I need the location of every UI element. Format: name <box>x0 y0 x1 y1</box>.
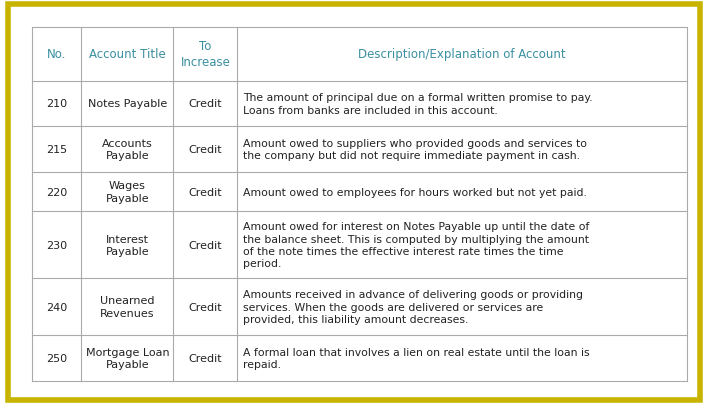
Bar <box>32 127 687 173</box>
Text: A formal loan that involves a lien on real estate until the loan is
repaid.: A formal loan that involves a lien on re… <box>243 347 590 369</box>
Text: Amount owed for interest on Notes Payable up until the date of
the balance sheet: Amount owed for interest on Notes Payabl… <box>243 222 589 269</box>
Text: 230: 230 <box>46 240 67 250</box>
Text: Unearned
Revenues: Unearned Revenues <box>101 296 154 318</box>
Text: 215: 215 <box>46 145 67 155</box>
Bar <box>32 211 687 279</box>
Text: Credit: Credit <box>188 240 222 250</box>
Bar <box>32 81 687 127</box>
Text: Account Title: Account Title <box>89 48 166 61</box>
Text: Amount owed to suppliers who provided goods and services to
the company but did : Amount owed to suppliers who provided go… <box>243 139 587 161</box>
Text: Credit: Credit <box>188 187 222 197</box>
Bar <box>32 279 687 335</box>
Text: 240: 240 <box>46 302 67 312</box>
Text: Amount owed to employees for hours worked but not yet paid.: Amount owed to employees for hours worke… <box>243 187 587 197</box>
Text: 220: 220 <box>46 187 67 197</box>
Bar <box>32 28 687 81</box>
Text: Credit: Credit <box>188 99 222 109</box>
Bar <box>32 173 687 211</box>
Text: The amount of principal due on a formal written promise to pay.
Loans from banks: The amount of principal due on a formal … <box>243 93 593 115</box>
Text: 250: 250 <box>46 353 67 363</box>
Text: Mortgage Loan
Payable: Mortgage Loan Payable <box>86 347 169 369</box>
Text: Amounts received in advance of delivering goods or providing
services. When the : Amounts received in advance of deliverin… <box>243 290 583 324</box>
Text: Accounts
Payable: Accounts Payable <box>102 139 153 161</box>
Text: 210: 210 <box>46 99 67 109</box>
Text: Credit: Credit <box>188 353 222 363</box>
Text: Wages
Payable: Wages Payable <box>105 181 149 203</box>
Bar <box>32 335 687 381</box>
Text: Interest
Payable: Interest Payable <box>105 234 149 256</box>
Text: No.: No. <box>47 48 67 61</box>
Text: Credit: Credit <box>188 145 222 155</box>
Text: Notes Payable: Notes Payable <box>88 99 167 109</box>
Text: Description/Explanation of Account: Description/Explanation of Account <box>358 48 566 61</box>
Text: To
Increase: To Increase <box>181 40 230 69</box>
Text: Credit: Credit <box>188 302 222 312</box>
